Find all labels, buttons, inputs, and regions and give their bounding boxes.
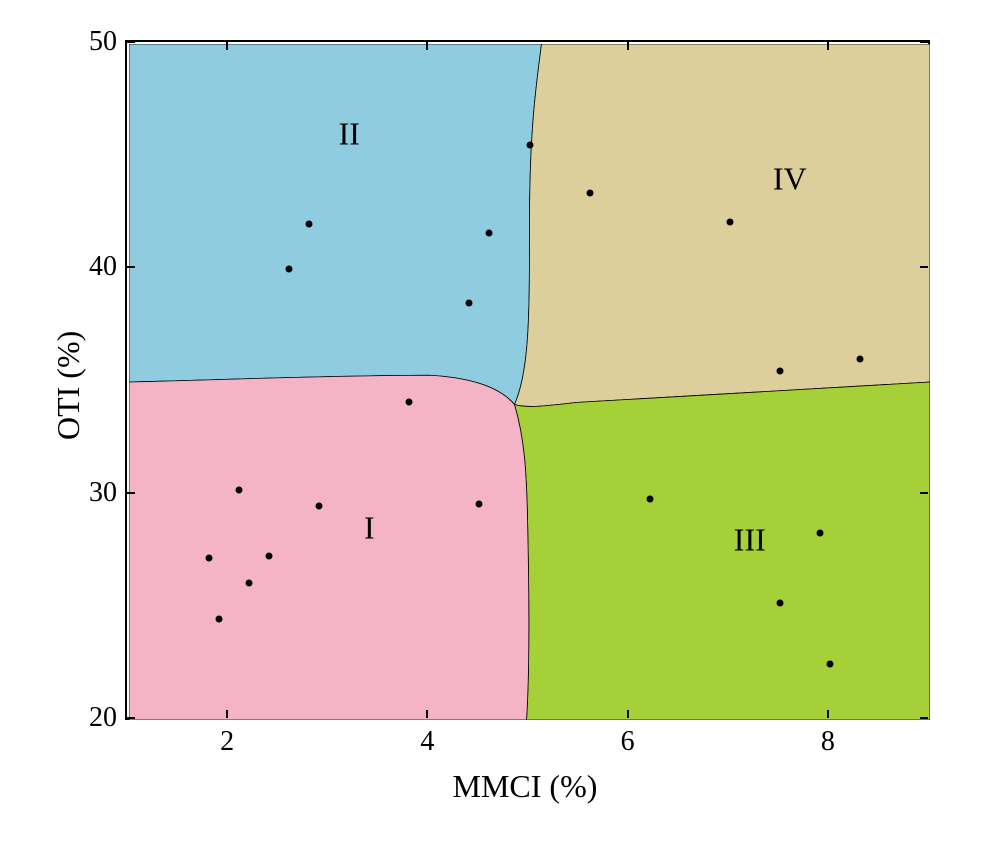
- region-label-IV: IV: [773, 161, 807, 198]
- y-tick-mark: [127, 41, 135, 43]
- y-tick-label: 20: [85, 702, 117, 734]
- x-tick-label: 8: [821, 726, 835, 758]
- x-tick-mark-top: [226, 42, 228, 50]
- y-axis-label: OTI (%): [50, 331, 87, 440]
- x-tick-mark-top: [426, 42, 428, 50]
- y-tick-mark: [127, 717, 135, 719]
- x-tick-label: 6: [621, 726, 635, 758]
- y-tick-label: 50: [85, 26, 117, 58]
- y-tick-mark-right: [920, 492, 928, 494]
- region-labels-layer: IIIIIIIV: [127, 42, 928, 718]
- x-tick-mark-top: [627, 42, 629, 50]
- y-tick-mark: [127, 492, 135, 494]
- x-tick-label: 4: [420, 726, 434, 758]
- y-tick-mark-right: [920, 266, 928, 268]
- y-tick-label: 40: [85, 251, 117, 283]
- x-tick-mark: [426, 710, 428, 718]
- y-tick-mark-right: [920, 41, 928, 43]
- x-tick-mark: [627, 710, 629, 718]
- x-tick-label: 2: [220, 726, 234, 758]
- plot-area: IIIIIIIV: [125, 40, 930, 720]
- region-label-III: III: [734, 521, 766, 558]
- x-tick-mark: [226, 710, 228, 718]
- y-tick-mark: [127, 266, 135, 268]
- y-tick-mark-right: [920, 717, 928, 719]
- x-tick-mark: [827, 710, 829, 718]
- region-label-II: II: [339, 116, 360, 153]
- phase-diagram-figure: IIIIIIIV 2468 20304050 MMCI (%) OTI (%): [0, 0, 1000, 849]
- x-axis-label: MMCI (%): [453, 768, 598, 805]
- region-label-I: I: [364, 510, 375, 547]
- x-tick-mark-top: [827, 42, 829, 50]
- y-tick-label: 30: [85, 477, 117, 509]
